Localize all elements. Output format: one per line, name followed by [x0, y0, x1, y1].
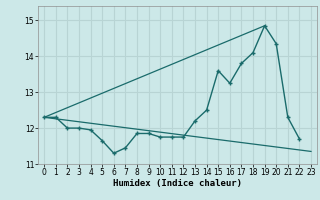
X-axis label: Humidex (Indice chaleur): Humidex (Indice chaleur) — [113, 179, 242, 188]
